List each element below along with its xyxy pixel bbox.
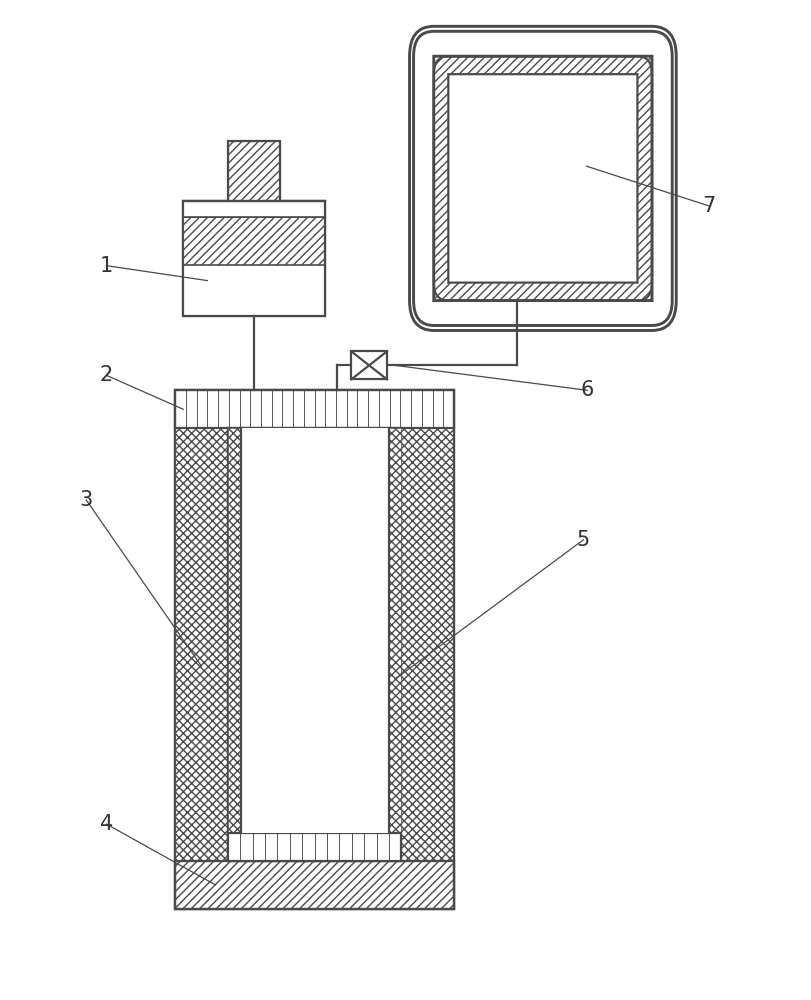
Bar	[228, 141, 281, 201]
Text: 7: 7	[702, 196, 715, 216]
Bar	[241, 428, 388, 833]
FancyBboxPatch shape	[448, 74, 637, 283]
Text: 2: 2	[100, 365, 113, 385]
Bar	[183, 201, 324, 316]
Bar	[175, 428, 228, 861]
FancyBboxPatch shape	[410, 26, 676, 330]
Bar	[401, 428, 454, 861]
Bar	[183, 201, 324, 316]
Bar	[228, 428, 241, 833]
Text: 5: 5	[577, 530, 590, 550]
Bar	[175, 861, 454, 909]
Bar	[175, 390, 454, 428]
Bar	[351, 351, 387, 379]
Bar	[228, 833, 401, 861]
Bar	[175, 861, 454, 909]
Text: 6: 6	[581, 380, 594, 400]
Bar	[228, 141, 281, 201]
Bar	[434, 56, 652, 301]
Bar	[175, 390, 454, 909]
Bar	[228, 428, 401, 861]
Text: 1: 1	[100, 256, 113, 276]
Bar	[183, 217, 324, 265]
Bar	[175, 390, 454, 909]
Text: 4: 4	[100, 814, 113, 834]
Bar	[183, 265, 324, 316]
Text: 3: 3	[79, 490, 93, 510]
Bar	[183, 201, 324, 217]
FancyBboxPatch shape	[434, 56, 652, 301]
Bar	[388, 428, 401, 833]
